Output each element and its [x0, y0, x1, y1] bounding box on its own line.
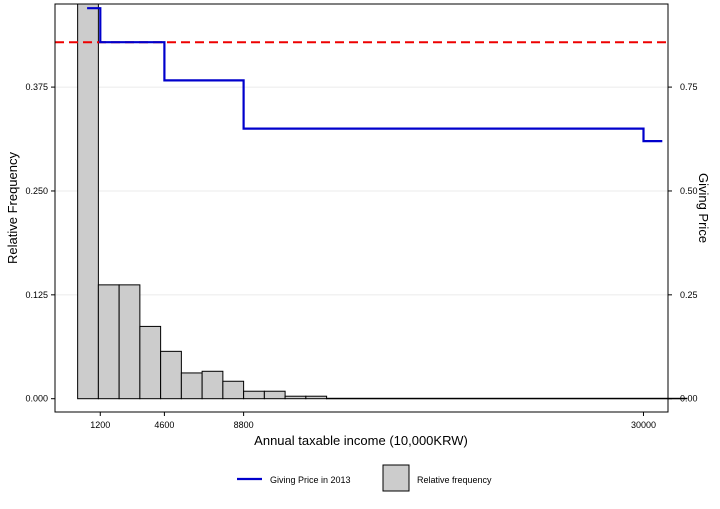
giving-price-step-line: [87, 7, 663, 143]
y2-axis-title: Giving Price: [696, 173, 711, 243]
histogram-bar: [263, 390, 286, 400]
histogram-bars: [77, 3, 688, 400]
y-tick-label: 0.000: [25, 394, 48, 404]
histogram-bar: [243, 390, 265, 400]
y-tick-label: 0.375: [25, 82, 48, 92]
x-tick-label: 8800: [234, 420, 254, 430]
y2-tick-label: 0.00: [680, 394, 698, 404]
histogram-bar: [139, 325, 162, 400]
x-tick-label: 1200: [90, 420, 110, 430]
histogram-bar: [118, 284, 141, 400]
histogram-bar: [160, 350, 182, 400]
histogram-bar: [284, 395, 307, 400]
legend: Giving Price in 2013 Relative frequency: [237, 464, 492, 492]
histogram-bar: [305, 395, 328, 400]
x-tick-label: 30000: [631, 420, 656, 430]
y2-tick-label: 0.75: [680, 82, 698, 92]
histogram-bar: [201, 370, 224, 400]
legend-label-giving-price: Giving Price in 2013: [270, 475, 351, 485]
axes-layer: 0.000 0.125 0.250 0.375 0.00 0.25 0.50 0.75 1200…: [25, 82, 697, 430]
y-axis-title: Relative Frequency: [5, 152, 20, 264]
line-layer: [55, 7, 668, 143]
histogram-bar: [326, 397, 688, 400]
y-tick-label: 0.250: [25, 186, 48, 196]
histogram-bar: [180, 372, 203, 400]
y2-tick-label: 0.50: [680, 186, 698, 196]
plot-panel-border: [54, 3, 669, 413]
legend-box-swatch: [382, 464, 410, 492]
y-tick-label: 0.125: [25, 290, 48, 300]
histogram-bar: [222, 380, 245, 400]
histogram-bar: [97, 284, 120, 400]
y2-tick-label: 0.25: [680, 290, 698, 300]
grid-layer: [55, 86, 668, 296]
x-axis-title: Annual taxable income (10,000KRW): [254, 433, 468, 448]
legend-label-relative-frequency: Relative frequency: [417, 475, 492, 485]
x-tick-label: 4600: [154, 420, 174, 430]
histogram-bar: [77, 3, 99, 400]
